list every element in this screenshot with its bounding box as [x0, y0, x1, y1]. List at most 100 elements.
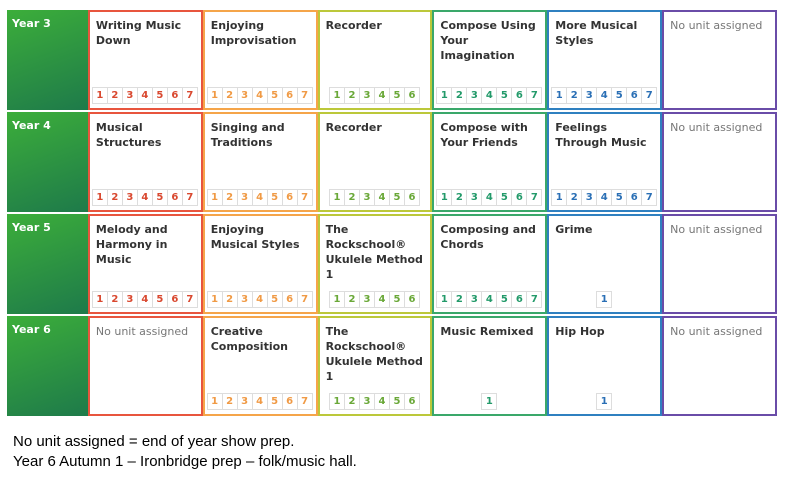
lesson-number: 2	[221, 189, 238, 206]
lesson-number: 1	[329, 189, 345, 206]
lesson-number: 7	[296, 87, 313, 104]
lesson-number: 1	[436, 87, 453, 104]
unit-title: No unit assigned	[670, 325, 763, 338]
lesson-number: 3	[359, 291, 375, 308]
lesson-number: 7	[181, 189, 198, 206]
unit-cell: Compose with Your Friends 1 2 3 4 5 6 7	[432, 112, 548, 212]
unit-title: Creative Composition	[210, 325, 288, 353]
unit-title: Enjoying Musical Styles	[210, 223, 300, 251]
lesson-number: 7	[526, 189, 543, 206]
lesson-number: 1	[206, 393, 223, 410]
lesson-number: 3	[466, 87, 483, 104]
lesson-number: 6	[511, 189, 528, 206]
unit-title: Hip Hop	[555, 325, 605, 338]
lesson-number: 1	[551, 87, 568, 104]
lesson-number: 1	[206, 87, 223, 104]
lesson-number: 2	[566, 189, 583, 206]
lesson-number: 3	[359, 393, 375, 410]
unit-title: Feelings Through Music	[555, 121, 647, 149]
unit-title: Musical Structures	[95, 121, 162, 149]
lesson-number: 4	[136, 291, 153, 308]
lesson-number: 4	[374, 393, 390, 410]
unit-cell: Recorder 1 2 3 4 5 6	[317, 112, 433, 212]
lesson-number: 2	[344, 393, 360, 410]
unit-title: No unit assigned	[670, 121, 763, 134]
unit-cell: Composing and Chords 1 2 3 4 5 6 7	[432, 214, 548, 314]
lesson-number: 5	[266, 393, 283, 410]
lesson-number: 5	[389, 87, 405, 104]
lesson-number: 1	[206, 291, 223, 308]
year-label: Year 3	[7, 10, 88, 110]
lesson-number: 5	[389, 291, 405, 308]
year-row: Year 4 Musical Structures 1 2 3 4 5 6 7 Singing a…	[7, 112, 777, 212]
lesson-number: 5	[496, 189, 513, 206]
unit-cell: More Musical Styles 1 2 3 4 5 6 7	[547, 10, 663, 110]
lesson-number: 7	[296, 291, 313, 308]
lesson-number: 5	[266, 87, 283, 104]
unit-cell: Singing and Traditions 1 2 3 4 5 6 7	[202, 112, 318, 212]
lesson-number: 1	[596, 393, 613, 410]
lesson-number: 1	[436, 291, 453, 308]
unit-cell: Recorder 1 2 3 4 5 6	[317, 10, 433, 110]
lesson-number: 1	[551, 189, 568, 206]
lesson-number: 3	[466, 189, 483, 206]
lesson-number: 2	[344, 87, 360, 104]
lesson-number: 7	[296, 393, 313, 410]
lesson-number: 2	[566, 87, 583, 104]
lesson-number: 5	[611, 189, 628, 206]
lesson-number: 6	[281, 87, 298, 104]
unit-title: Music Remixed	[440, 325, 534, 338]
year-row: Year 3 Writing Music Down 1 2 3 4 5 6 7 Enjoying …	[7, 10, 777, 110]
unit-cell: Grime 1	[547, 214, 663, 314]
unit-cell: No unit assigned	[87, 316, 203, 416]
lesson-number: 5	[389, 393, 405, 410]
unit-title: Recorder	[325, 121, 382, 134]
lesson-number: 1	[329, 291, 345, 308]
lesson-number: 3	[581, 189, 598, 206]
lesson-number: 6	[404, 87, 420, 104]
unit-cell: Writing Music Down 1 2 3 4 5 6 7	[87, 10, 203, 110]
note-line: Year 6 Autumn 1 – Ironbridge prep – folk…	[13, 453, 357, 470]
lesson-number: 2	[344, 189, 360, 206]
lesson-number: 3	[236, 291, 253, 308]
unit-cell: No unit assigned	[662, 112, 777, 212]
lesson-number: 3	[121, 87, 138, 104]
unit-title: More Musical Styles	[555, 19, 638, 47]
lesson-number: 3	[121, 291, 138, 308]
lesson-number: 3	[359, 87, 375, 104]
unit-title: Writing Music Down	[95, 19, 182, 47]
unit-cell: No unit assigned	[662, 214, 777, 314]
lesson-number: 2	[221, 393, 238, 410]
lesson-number: 2	[221, 291, 238, 308]
lesson-number: 1	[596, 291, 613, 308]
lesson-list: 1	[549, 393, 660, 410]
lesson-number: 4	[374, 87, 390, 104]
unit-title: Melody and Harmony in Music	[95, 223, 168, 266]
lesson-number: 5	[496, 87, 513, 104]
lesson-number: 6	[166, 87, 183, 104]
year-row: Year 6 No unit assigned Creative Compositi…	[7, 316, 777, 416]
lesson-number: 4	[374, 189, 390, 206]
lesson-number: 3	[581, 87, 598, 104]
lesson-number: 4	[251, 189, 268, 206]
lesson-number: 1	[329, 87, 345, 104]
lesson-number: 6	[404, 189, 420, 206]
lesson-number: 3	[236, 87, 253, 104]
lesson-number: 2	[451, 291, 468, 308]
unit-cell: Compose Using Your Imagination 1 2 3 4 5 6 7	[432, 10, 548, 110]
lesson-number: 1	[481, 393, 498, 410]
lesson-number: 1	[91, 87, 108, 104]
lesson-number: 2	[451, 189, 468, 206]
lesson-number: 4	[596, 189, 613, 206]
lesson-number: 5	[611, 87, 628, 104]
lesson-number: 4	[251, 393, 268, 410]
lesson-number: 4	[136, 189, 153, 206]
